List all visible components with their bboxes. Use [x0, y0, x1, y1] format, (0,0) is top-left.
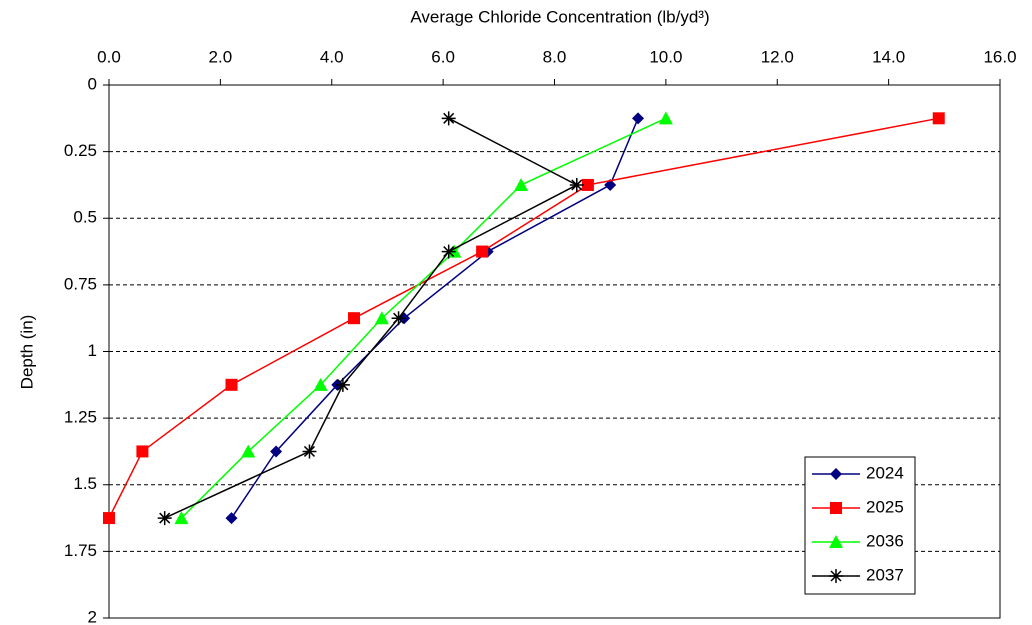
- marker: [225, 512, 238, 525]
- y-tick-label: 2: [88, 607, 97, 625]
- marker: [830, 468, 842, 480]
- marker: [830, 502, 842, 514]
- marker: [225, 378, 238, 391]
- y-tick-label: 0.75: [64, 274, 97, 293]
- marker: [348, 312, 361, 325]
- marker: [241, 444, 256, 458]
- marker: [829, 535, 843, 548]
- x-tick-label: 6.0: [431, 47, 455, 66]
- marker: [632, 112, 645, 125]
- marker: [270, 445, 283, 458]
- marker: [391, 311, 406, 326]
- legend-box: [804, 456, 916, 595]
- x-tick-label: 10.0: [649, 47, 682, 66]
- y-tick-label: 1.5: [73, 474, 97, 493]
- marker: [514, 177, 529, 191]
- marker: [441, 111, 456, 126]
- x-axis-title: Average Chloride Concentration (lb/yd³): [410, 7, 709, 26]
- marker: [932, 112, 945, 125]
- marker: [103, 512, 115, 525]
- marker: [374, 311, 389, 325]
- legend-label: 2024: [866, 463, 904, 482]
- x-tick-label: 2.0: [209, 47, 233, 66]
- x-tick-label: 8.0: [543, 47, 567, 66]
- y-tick-label: 1.25: [64, 408, 97, 427]
- marker: [569, 177, 584, 192]
- x-tick-label: 0.0: [97, 47, 121, 66]
- x-tick-label: 4.0: [320, 47, 344, 66]
- legend-label: 2025: [866, 497, 904, 516]
- legend-label: 2036: [866, 531, 904, 550]
- y-tick-label: 0.5: [73, 208, 97, 227]
- y-tick-label: 0: [88, 74, 97, 93]
- series-line: [164, 117, 579, 519]
- legend-label: 2037: [866, 565, 904, 584]
- marker: [441, 244, 456, 259]
- marker: [136, 445, 149, 458]
- x-tick-label: 16.0: [983, 47, 1016, 66]
- marker: [157, 511, 172, 526]
- plot-border: [108, 84, 1001, 619]
- y-tick-label: 0.25: [64, 141, 97, 160]
- marker: [658, 111, 673, 125]
- marker: [174, 511, 189, 525]
- marker: [335, 377, 350, 392]
- y-tick-label: 1: [88, 341, 97, 360]
- y-axis-title: Depth (in): [17, 315, 36, 390]
- marker: [302, 444, 317, 459]
- marker: [829, 569, 843, 583]
- marker: [476, 245, 489, 258]
- x-tick-label: 12.0: [761, 47, 794, 66]
- series-line: [180, 117, 667, 519]
- marker: [313, 377, 328, 391]
- x-tick-label: 14.0: [872, 47, 905, 66]
- marker: [581, 178, 594, 191]
- y-tick-label: 1.75: [64, 541, 97, 560]
